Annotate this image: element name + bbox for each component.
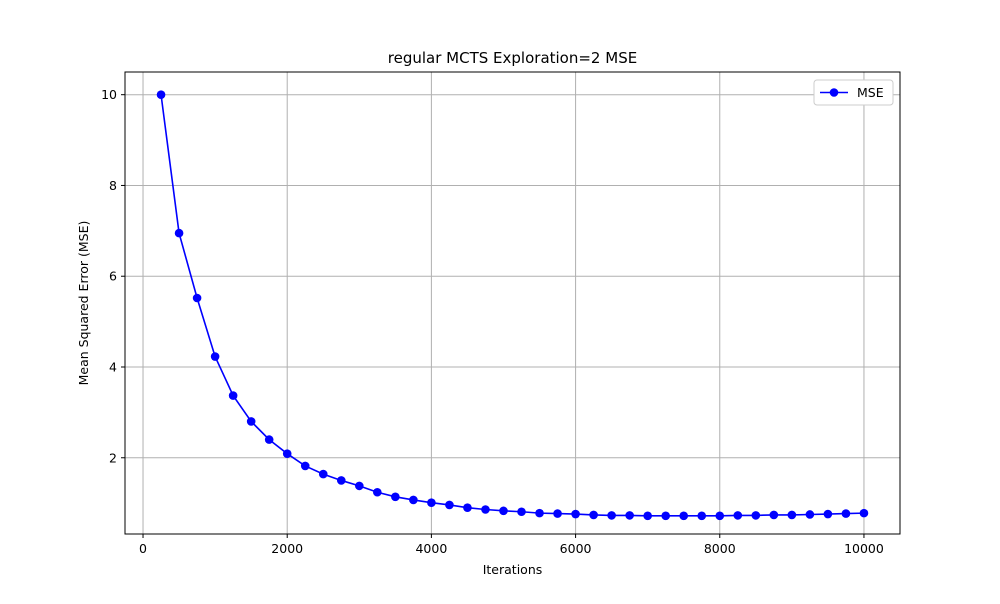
grid: [125, 72, 900, 534]
data-point: [192, 293, 202, 303]
data-point: [823, 509, 833, 519]
data-point: [571, 509, 580, 519]
data-point: [589, 510, 598, 520]
data-point: [841, 509, 851, 518]
y-tick-label: 10: [101, 87, 117, 102]
data-point: [174, 228, 184, 238]
data-point: [787, 510, 797, 520]
series-line-mse: [160, 94, 864, 517]
data-point: [607, 511, 616, 520]
y-tick-label: 2: [109, 450, 117, 465]
data-point: [715, 511, 725, 521]
data-point: [427, 498, 436, 507]
y-tick-label: 4: [109, 359, 117, 374]
data-point: [156, 90, 166, 99]
data-point: [553, 509, 562, 518]
x-tick-label: 8000: [704, 541, 736, 556]
data-point: [355, 481, 364, 491]
chart-title: regular MCTS Exploration=2 MSE: [388, 49, 637, 67]
y-tick-label: 8: [109, 178, 117, 193]
data-point: [643, 511, 652, 521]
legend-marker: [829, 88, 839, 97]
y-axis-label: Mean Squared Error (MSE): [76, 221, 91, 386]
x-tick-label: 6000: [560, 541, 592, 556]
series-layer: [156, 90, 869, 521]
data-point: [517, 507, 526, 517]
legend: MSE: [813, 79, 894, 106]
legend-box: [813, 79, 894, 106]
data-point: [210, 352, 220, 361]
data-point: [625, 511, 634, 520]
data-point: [463, 503, 472, 512]
data-point: [805, 510, 815, 519]
data-point: [336, 476, 346, 485]
data-point: [499, 506, 508, 516]
data-point: [697, 511, 707, 521]
data-point: [733, 511, 743, 520]
x-tick-label: 10000: [844, 541, 884, 556]
data-point: [373, 487, 382, 497]
data-point: [535, 508, 544, 518]
data-point: [445, 500, 454, 510]
x-tick-label: 2000: [271, 541, 303, 556]
ticks: 0 2000 4000 6000 8000 10000 2 4 6 8 10: [101, 87, 884, 556]
data-point: [679, 511, 689, 521]
data-point: [318, 469, 328, 479]
data-point: [391, 492, 400, 502]
data-point: [409, 495, 418, 505]
data-point: [661, 511, 670, 521]
data-point: [282, 449, 292, 458]
x-axis-label: Iterations: [483, 562, 543, 577]
data-point: [246, 417, 256, 426]
legend-label-mse: MSE: [857, 85, 884, 100]
data-point: [264, 435, 274, 444]
data-point: [481, 505, 490, 514]
axes-frame: [124, 71, 901, 535]
y-tick-label: 6: [109, 269, 117, 284]
x-tick-label: 4000: [415, 541, 447, 556]
data-point: [769, 510, 779, 520]
x-tick-label: 0: [139, 541, 147, 556]
data-point: [300, 461, 310, 471]
data-point: [751, 511, 761, 520]
data-point: [859, 508, 869, 518]
data-point: [228, 391, 238, 400]
